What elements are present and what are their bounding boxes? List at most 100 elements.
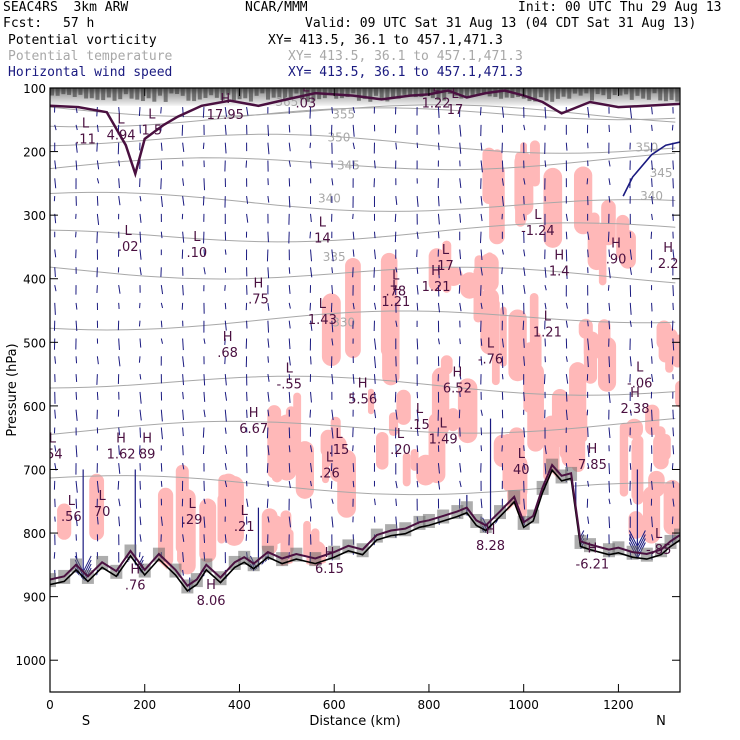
- wind-arrow: [480, 356, 483, 366]
- wind-arrow: [203, 267, 206, 275]
- strat-streak: [391, 88, 396, 99]
- strat-streak: [402, 88, 407, 95]
- wind-arrow: [75, 480, 78, 493]
- wind-arrow: [501, 427, 503, 438]
- extremum-type: L: [392, 279, 400, 294]
- pv-shade-cell: [199, 498, 217, 563]
- extremum-type: H: [630, 386, 640, 401]
- wind-arrow: [395, 267, 398, 273]
- theta-line: [50, 475, 676, 496]
- wind-arrow: [523, 285, 526, 294]
- extremum-value: .20: [390, 443, 411, 458]
- strat-streak: [413, 88, 418, 98]
- wind-arrow: [395, 409, 398, 420]
- wind-arrow: [54, 267, 56, 278]
- strat-streak: [328, 88, 333, 96]
- strat-streak: [595, 88, 600, 95]
- extremum-marker: H8.06: [197, 578, 226, 609]
- wind-arrow: [437, 463, 440, 474]
- wind-arrow: [202, 445, 205, 454]
- extremum-marker: H.68: [217, 330, 238, 361]
- wind-arrow: [309, 409, 312, 418]
- pv-shade-cell: [321, 293, 341, 367]
- wind-arrow: [671, 124, 674, 131]
- x-tick-label: 800: [417, 698, 440, 712]
- wind-arrow: [352, 231, 355, 240]
- strat-streak: [459, 88, 464, 99]
- wind-arrow: [267, 374, 270, 382]
- wind-arrow: [480, 142, 483, 151]
- extremum-type: H: [223, 330, 233, 345]
- wind-arrow: [459, 338, 461, 345]
- wind-arrow: [501, 196, 504, 207]
- wind-arrow: [480, 338, 483, 346]
- strat-streak: [283, 88, 288, 100]
- wind-arrow: [139, 338, 142, 348]
- wind-arrow: [160, 285, 164, 295]
- wind-arrow: [629, 124, 632, 133]
- extremum-marker: L.03: [295, 81, 316, 112]
- wind-arrow: [672, 409, 674, 420]
- wind-arrow: [224, 302, 227, 310]
- extremum-marker: L1.43: [308, 297, 337, 328]
- wind-arrow: [587, 249, 589, 258]
- extremum-value: .15: [409, 418, 430, 433]
- wind-arrow: [309, 107, 312, 119]
- wind-arrow: [288, 463, 291, 473]
- extremum-value: 17: [437, 259, 454, 274]
- wind-arrow: [651, 107, 653, 115]
- pv-shade-cell: [457, 378, 478, 444]
- extremum-value: -6.21: [576, 558, 610, 573]
- extremum-value: .29: [182, 513, 203, 528]
- extremum-type: H: [325, 546, 335, 561]
- pv-shade-cell: [234, 495, 241, 527]
- strat-streak: [356, 88, 361, 101]
- y-axis-title: Pressure (hPa): [5, 343, 20, 436]
- strat-streak: [129, 88, 134, 99]
- extremum-type: L: [302, 81, 310, 96]
- pv-shade-cell: [428, 248, 445, 292]
- extremum-value: 40: [513, 463, 530, 478]
- strat-streak: [601, 88, 606, 96]
- wind-arrow: [118, 196, 121, 206]
- pv-shade-cell: [491, 299, 500, 386]
- strat-streak: [578, 88, 583, 96]
- wind-arrow: [310, 463, 313, 473]
- wind-arrow: [672, 427, 675, 437]
- strat-streak: [123, 88, 128, 95]
- extremum-value: .02: [118, 240, 139, 255]
- strat-streak: [464, 88, 469, 97]
- wind-arrow: [139, 374, 142, 380]
- terrain-shade: [674, 528, 680, 543]
- wind-arrow: [650, 231, 653, 239]
- wind-arrow: [139, 516, 142, 526]
- wind-arrow: [416, 480, 419, 488]
- strat-streak: [658, 88, 663, 101]
- strat-streak: [248, 88, 253, 102]
- extremum-marker: L.11: [75, 116, 96, 147]
- wind-arrow: [501, 267, 503, 275]
- wind-arrow: [75, 160, 78, 171]
- wind-arrow: [75, 409, 78, 421]
- wind-arrow: [394, 213, 397, 222]
- wind-arrow: [608, 427, 611, 439]
- pv-shade-cell: [447, 408, 459, 432]
- wind-arrow: [544, 284, 547, 291]
- wind-arrow: [310, 213, 312, 223]
- wind-arrow: [651, 356, 653, 364]
- wind-arrow: [75, 516, 78, 527]
- wind-arrow: [160, 338, 163, 344]
- pv-shade-cell: [598, 222, 607, 286]
- strat-streak: [453, 88, 458, 96]
- wind-arrow: [182, 445, 184, 456]
- strat-streak: [669, 88, 674, 100]
- wind-arrow: [139, 427, 142, 438]
- wind-arrow: [267, 142, 270, 155]
- wind-arrow: [437, 142, 440, 151]
- extremum-type: L: [82, 116, 90, 131]
- wind-arrow: [651, 480, 653, 490]
- right-endpoint-label: N: [656, 714, 666, 729]
- extremum-marker: L1.22: [422, 88, 451, 112]
- extremum-type: L: [518, 447, 526, 462]
- extremum-marker: L1.5: [141, 107, 162, 138]
